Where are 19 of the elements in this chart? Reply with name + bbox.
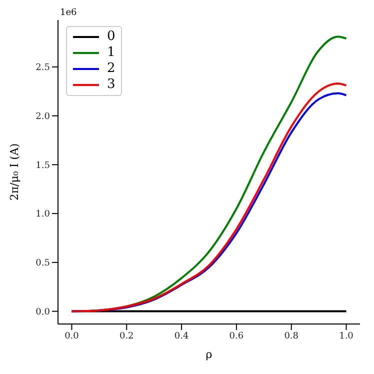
legend-label: 1 (107, 45, 116, 61)
x-tick-label: 0.8 (284, 331, 299, 342)
x-tick-label: 1.0 (339, 331, 354, 342)
x-tick-label: 0.2 (119, 331, 134, 342)
text: 1e6 (60, 8, 77, 18)
x-tick-label: 0.6 (229, 331, 244, 342)
y-tick-label: 2.5 (36, 63, 50, 74)
y-tick-label: 0.5 (36, 258, 50, 269)
legend-label: 2 (107, 61, 116, 77)
x-tick-label: 0.0 (64, 331, 80, 342)
x-tick-label: 0.4 (174, 331, 189, 342)
legend-label: 3 (107, 77, 116, 93)
y-tick-label: 2.0 (36, 112, 50, 122)
x-axis-title: ρ (206, 348, 212, 361)
y-axis-title: 2π/μ₀ I (A) (8, 143, 21, 201)
y-tick-label: 1.0 (36, 210, 50, 220)
legend-label: 0 (107, 29, 116, 45)
y-tick-label: 0.0 (36, 307, 50, 318)
y-tick-label: 1.5 (36, 160, 50, 171)
